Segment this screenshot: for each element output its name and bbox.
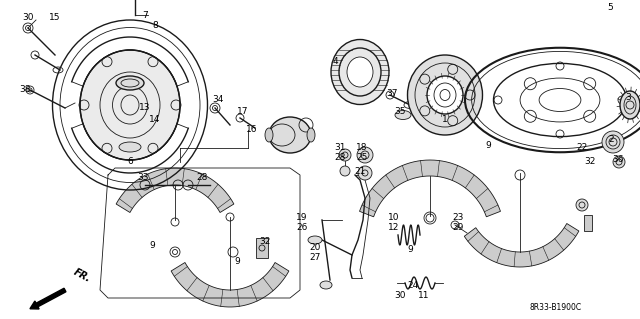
Text: 17: 17 bbox=[237, 108, 249, 116]
Ellipse shape bbox=[265, 128, 273, 142]
Text: 35: 35 bbox=[394, 108, 406, 116]
Text: 16: 16 bbox=[246, 125, 258, 135]
Text: 13: 13 bbox=[140, 103, 151, 113]
Circle shape bbox=[576, 199, 588, 211]
Text: 14: 14 bbox=[149, 115, 161, 124]
Text: FR.: FR. bbox=[72, 267, 93, 284]
Text: 1: 1 bbox=[442, 115, 448, 124]
Text: 38: 38 bbox=[19, 85, 31, 94]
Ellipse shape bbox=[269, 117, 311, 153]
Text: 36: 36 bbox=[612, 155, 624, 165]
Ellipse shape bbox=[320, 281, 332, 289]
Polygon shape bbox=[464, 224, 579, 267]
Text: 6: 6 bbox=[127, 158, 133, 167]
Text: 9: 9 bbox=[407, 246, 413, 255]
Text: 33: 33 bbox=[137, 174, 148, 182]
Text: 18: 18 bbox=[356, 144, 368, 152]
Circle shape bbox=[339, 149, 351, 161]
Text: 32: 32 bbox=[259, 238, 271, 247]
Text: 34: 34 bbox=[212, 95, 224, 105]
Text: 9: 9 bbox=[485, 140, 491, 150]
Ellipse shape bbox=[119, 142, 141, 152]
Ellipse shape bbox=[395, 110, 411, 120]
Ellipse shape bbox=[331, 40, 389, 105]
Text: 2: 2 bbox=[608, 136, 614, 145]
Text: 11: 11 bbox=[419, 291, 429, 300]
Text: 32: 32 bbox=[584, 158, 596, 167]
Text: 29: 29 bbox=[452, 224, 464, 233]
Ellipse shape bbox=[427, 76, 463, 114]
Text: 9: 9 bbox=[149, 241, 155, 249]
Text: 5: 5 bbox=[607, 4, 613, 12]
Polygon shape bbox=[584, 215, 592, 231]
Polygon shape bbox=[171, 263, 289, 307]
Circle shape bbox=[358, 166, 372, 180]
Polygon shape bbox=[256, 238, 268, 258]
Text: 8R33-B1900C: 8R33-B1900C bbox=[530, 303, 582, 313]
Ellipse shape bbox=[116, 76, 144, 90]
Text: 31: 31 bbox=[334, 144, 346, 152]
Ellipse shape bbox=[307, 128, 315, 142]
Ellipse shape bbox=[408, 55, 483, 135]
Polygon shape bbox=[116, 168, 234, 212]
Ellipse shape bbox=[602, 131, 624, 153]
Text: 8: 8 bbox=[152, 20, 158, 29]
FancyArrow shape bbox=[30, 288, 66, 309]
Text: 37: 37 bbox=[387, 90, 397, 99]
Text: 3: 3 bbox=[625, 93, 631, 102]
Ellipse shape bbox=[620, 91, 640, 119]
Text: 19: 19 bbox=[296, 213, 308, 222]
Ellipse shape bbox=[80, 50, 180, 160]
Circle shape bbox=[340, 166, 350, 176]
Text: 10: 10 bbox=[388, 213, 400, 222]
Text: 22: 22 bbox=[577, 144, 588, 152]
Text: 30: 30 bbox=[394, 291, 406, 300]
Text: 25: 25 bbox=[356, 153, 368, 162]
Text: 7: 7 bbox=[142, 11, 148, 19]
Circle shape bbox=[357, 147, 373, 163]
Text: 12: 12 bbox=[388, 224, 400, 233]
Ellipse shape bbox=[347, 57, 373, 87]
Text: 24: 24 bbox=[408, 280, 419, 290]
Text: 15: 15 bbox=[49, 13, 61, 23]
Text: 4: 4 bbox=[332, 57, 338, 66]
Polygon shape bbox=[360, 160, 500, 217]
Text: 26: 26 bbox=[296, 224, 308, 233]
Text: 9: 9 bbox=[234, 257, 240, 266]
Text: 20: 20 bbox=[309, 243, 321, 253]
Text: 27: 27 bbox=[309, 254, 321, 263]
Text: 28: 28 bbox=[334, 153, 346, 162]
Text: 28: 28 bbox=[196, 174, 208, 182]
Ellipse shape bbox=[308, 236, 322, 244]
Text: 21: 21 bbox=[355, 167, 365, 176]
Text: 30: 30 bbox=[22, 13, 34, 23]
Text: 23: 23 bbox=[452, 213, 464, 222]
Ellipse shape bbox=[613, 156, 625, 168]
